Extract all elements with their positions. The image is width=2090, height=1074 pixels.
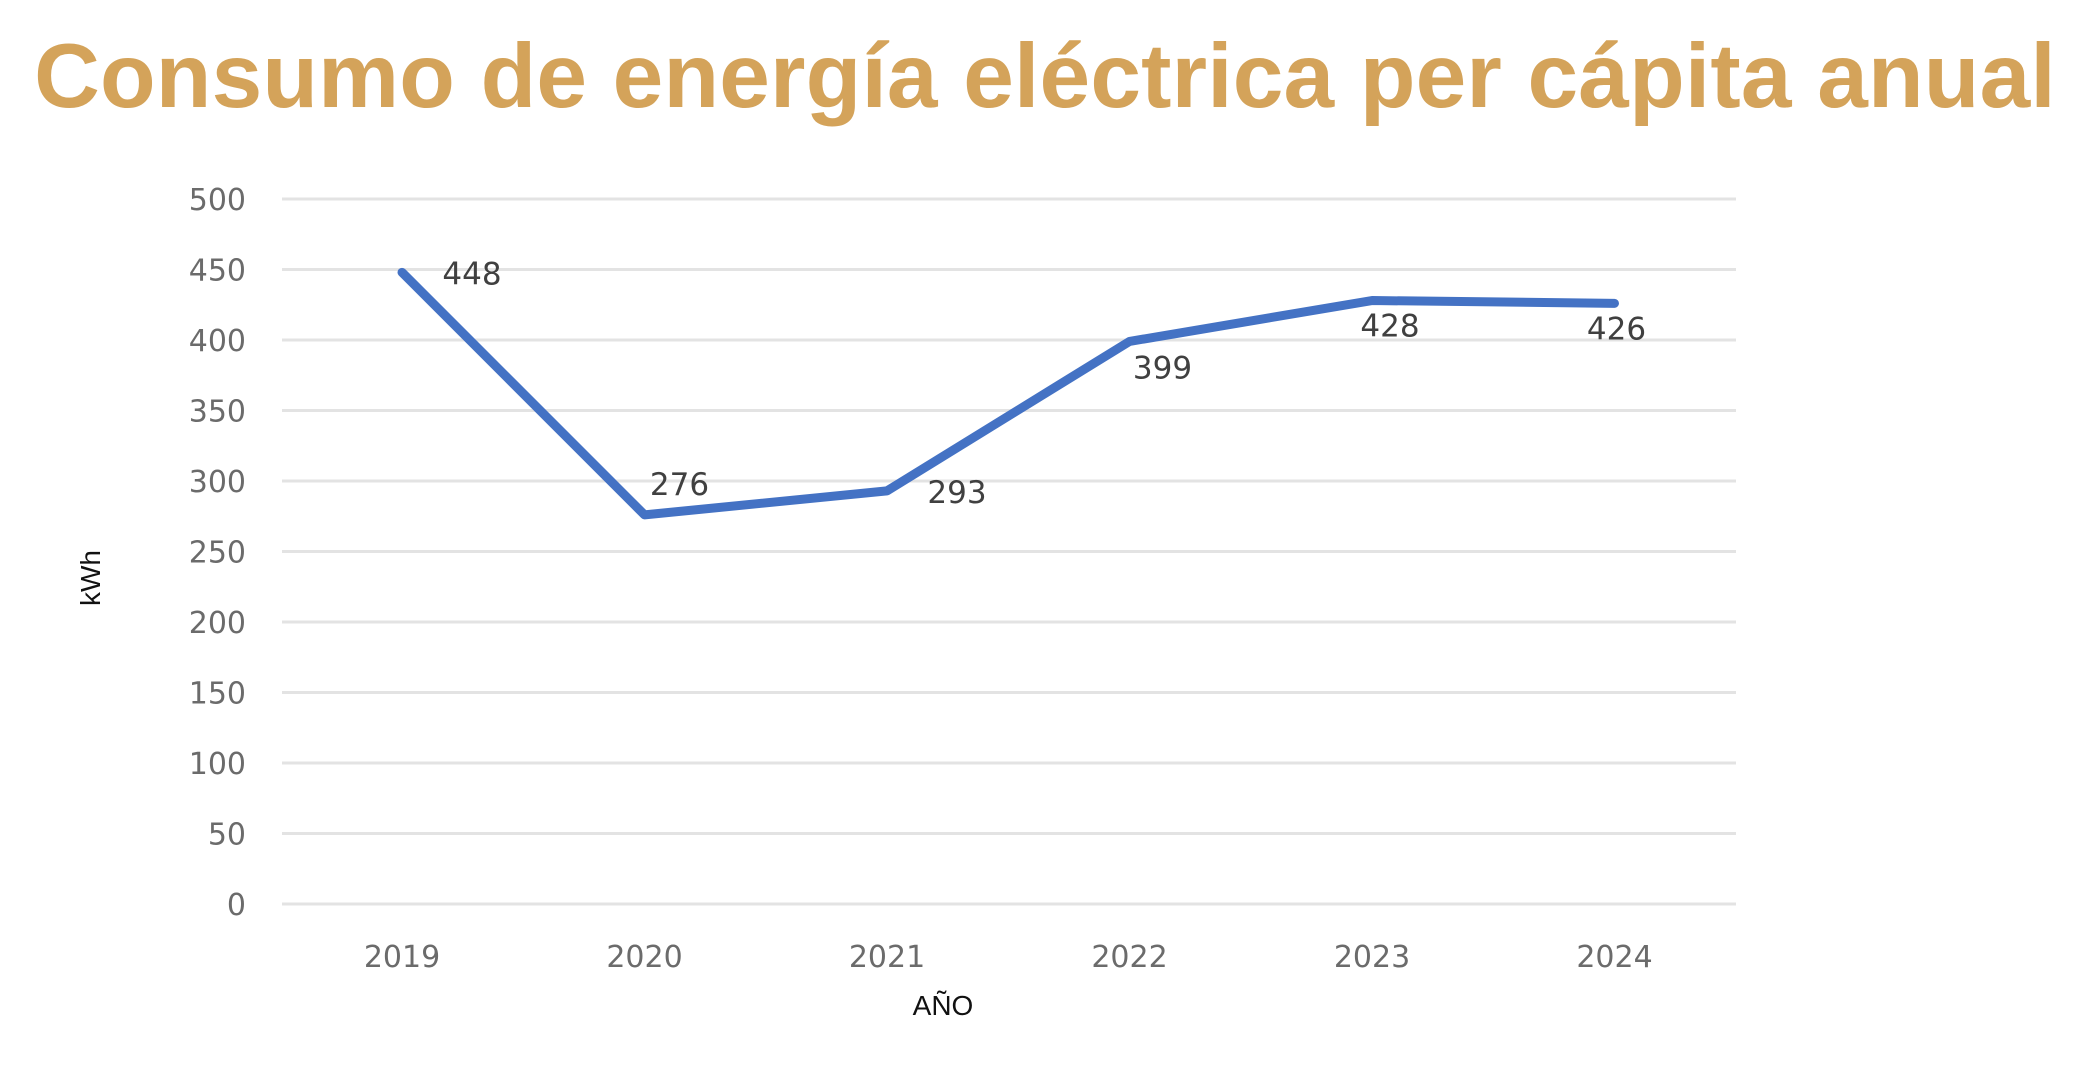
data-label: 448 [442,256,501,292]
x-tick-label: 2020 [606,940,682,975]
y-tick-label: 200 [189,606,246,641]
x-tick-label: 2021 [849,940,925,975]
y-tick-label: 450 [189,254,246,289]
y-tick-label: 0 [227,888,246,923]
data-label: 293 [927,475,986,511]
x-axis-label: AÑO [913,990,974,1021]
y-tick-label: 500 [189,183,246,218]
y-tick-label: 300 [189,465,246,500]
chart-title: Consumo de energía eléctrica per cápita … [34,26,2056,127]
data-labels: 448 276 293 399 428 426 [442,256,1646,511]
series-kwh [397,267,1619,520]
data-label: 428 [1360,309,1419,345]
data-label: 399 [1133,350,1192,386]
x-tick-label: 2023 [1334,940,1410,975]
x-tick-label: 2024 [1576,940,1652,975]
gridlines [282,197,1736,906]
y-tick-label: 350 [189,395,246,430]
y-tick-label: 150 [189,677,246,712]
y-axis-label: kWh [75,550,106,606]
x-tick-label: 2022 [1091,940,1167,975]
x-tick-label: 2019 [364,940,440,975]
y-tick-label: 400 [189,324,246,359]
x-axis-ticks: 2019 2020 2021 2022 2023 2024 [364,940,1653,975]
data-label: 426 [1587,311,1646,347]
y-axis-ticks: 0 50 100 150 200 250 300 350 400 450 500 [189,183,246,923]
y-tick-label: 100 [189,747,246,782]
data-label: 276 [650,467,709,503]
series-line [397,267,1619,520]
y-tick-label: 250 [189,536,246,571]
y-tick-label: 50 [208,818,246,853]
